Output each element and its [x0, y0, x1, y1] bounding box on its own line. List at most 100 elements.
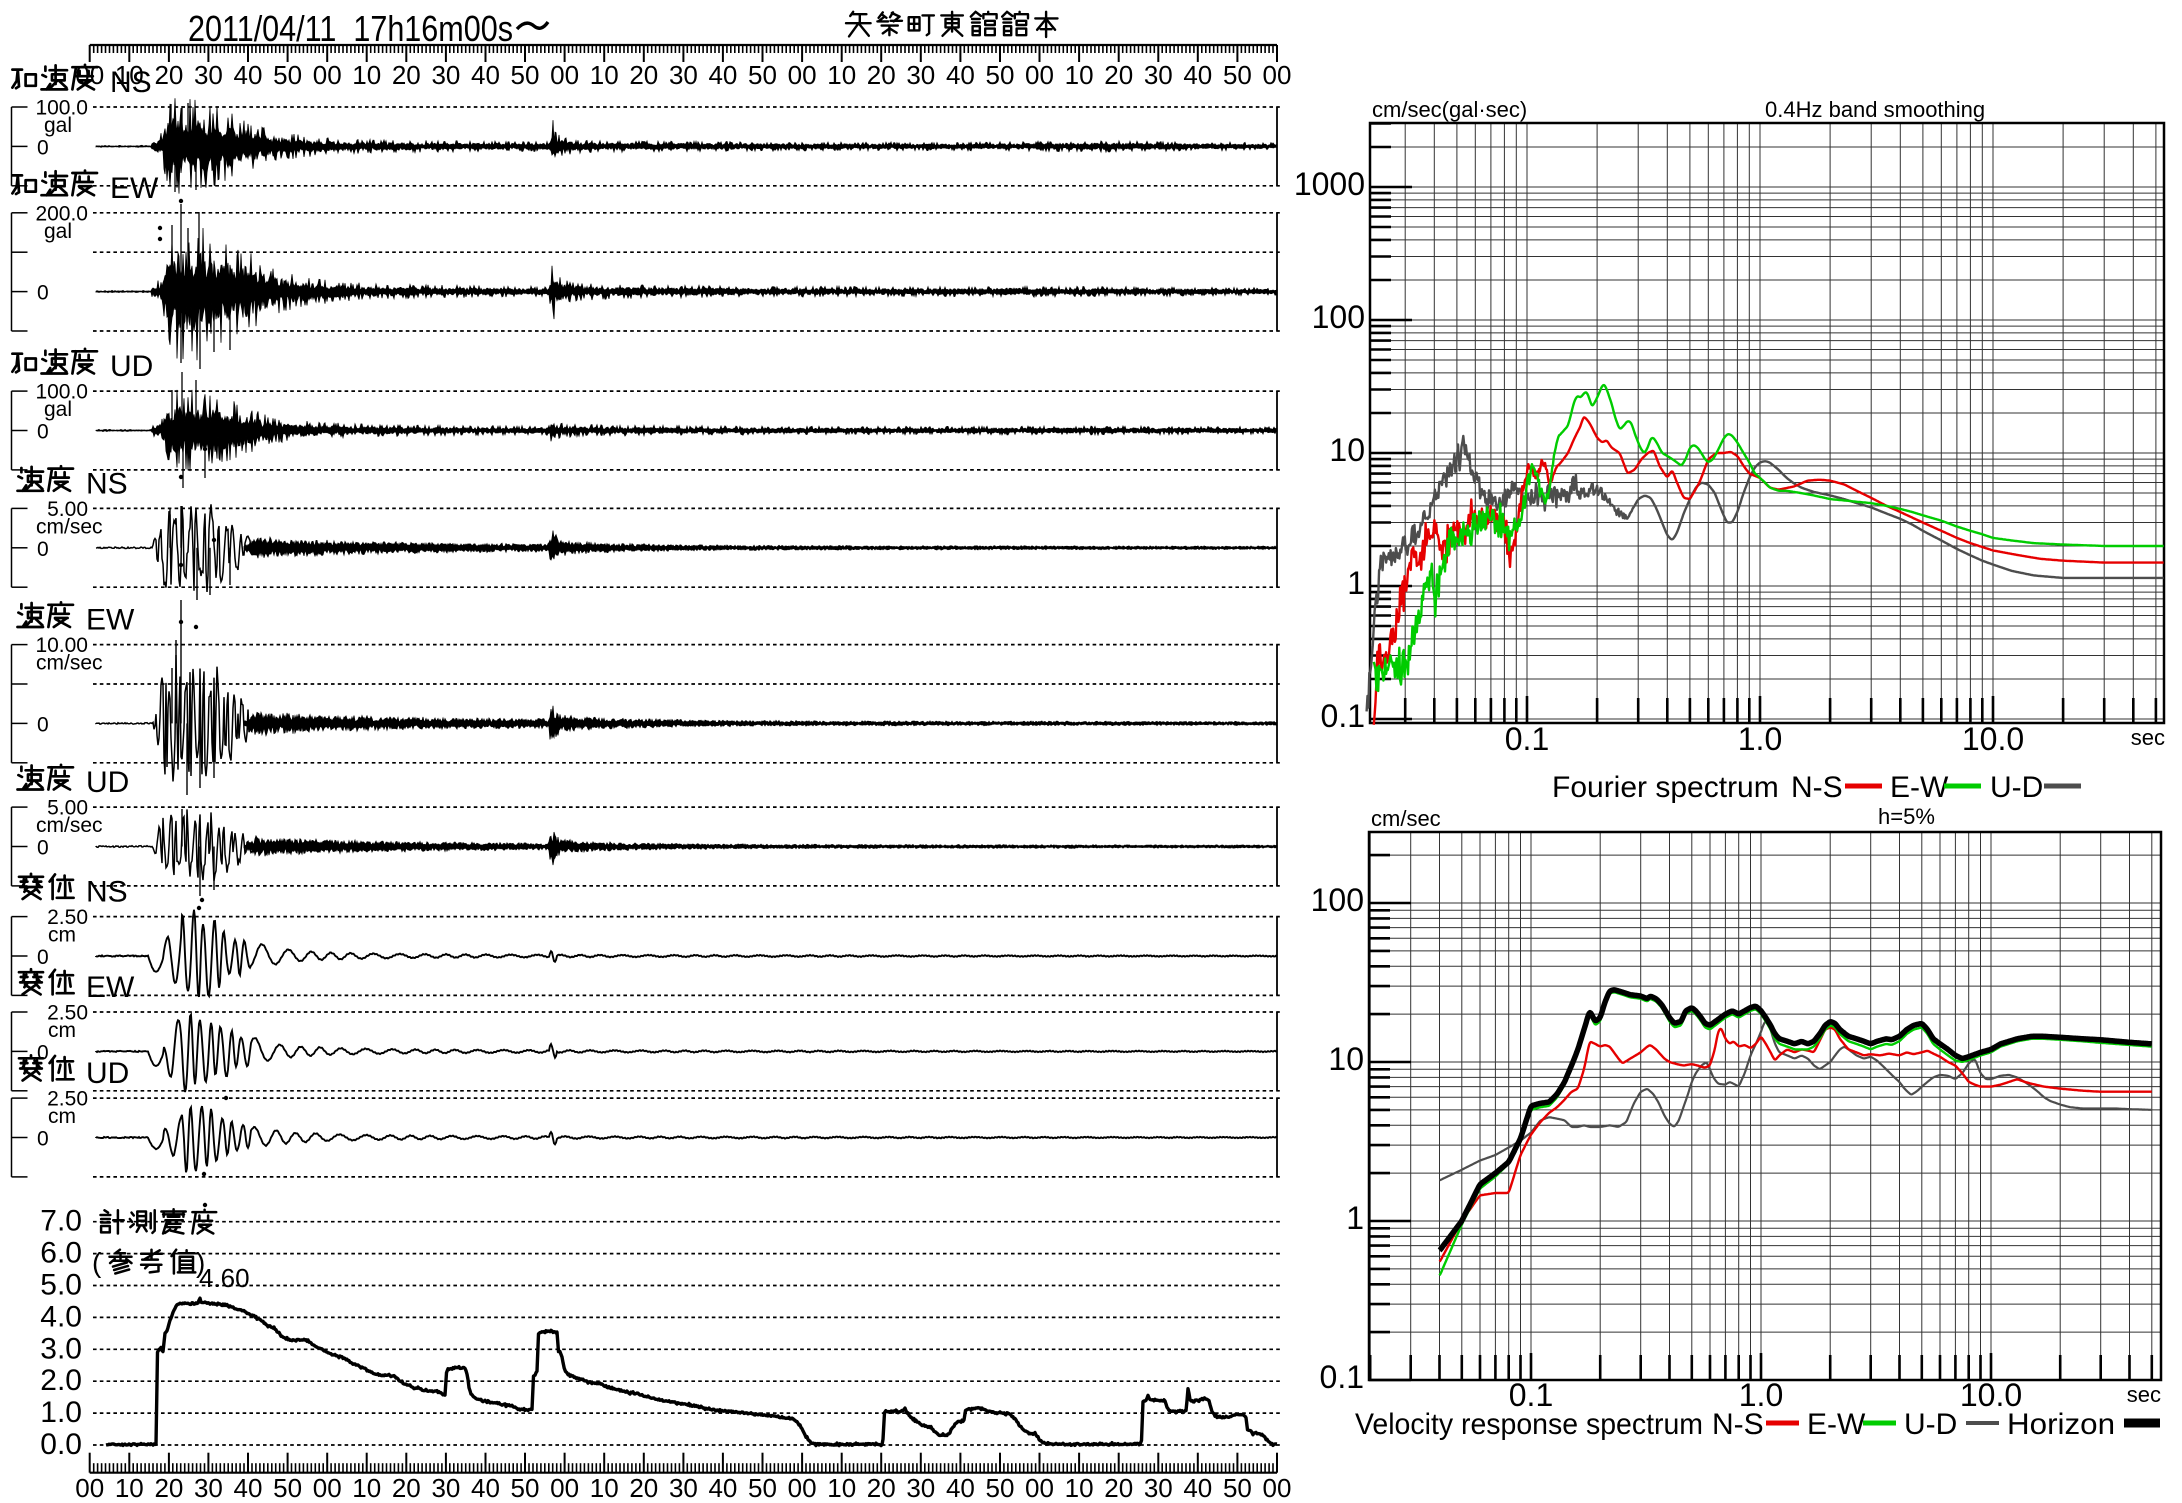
- svg-text:7.0: 7.0: [40, 1205, 82, 1238]
- svg-text:sec: sec: [2131, 725, 2165, 750]
- svg-text:20: 20: [629, 1473, 658, 1503]
- svg-text:0.0: 0.0: [40, 1428, 82, 1461]
- svg-text:0: 0: [37, 421, 49, 444]
- svg-text:U-D: U-D: [1904, 1408, 1957, 1441]
- svg-text:NS: NS: [86, 876, 128, 909]
- svg-text:20: 20: [154, 1473, 183, 1503]
- svg-text:Horizon: Horizon: [2007, 1408, 2115, 1441]
- svg-text:50: 50: [1223, 60, 1252, 90]
- svg-text:h=5%: h=5%: [1878, 804, 1935, 829]
- svg-text:10: 10: [1065, 1473, 1094, 1503]
- svg-text:50: 50: [748, 1473, 777, 1503]
- svg-text:40: 40: [708, 1473, 737, 1503]
- svg-text:0.1: 0.1: [1505, 721, 1549, 757]
- svg-text:30: 30: [669, 1473, 698, 1503]
- svg-text:2.50: 2.50: [47, 906, 88, 929]
- svg-text:00: 00: [550, 1473, 579, 1503]
- svg-text:E-W: E-W: [1807, 1408, 1866, 1441]
- svg-text:5.0: 5.0: [40, 1269, 82, 1302]
- svg-text:0: 0: [37, 713, 49, 736]
- svg-text:0: 0: [37, 538, 49, 561]
- svg-text:20: 20: [392, 60, 421, 90]
- svg-text:cm/sec: cm/sec: [1371, 806, 1441, 831]
- svg-text:Fourier spectrum: Fourier spectrum: [1552, 771, 1779, 804]
- svg-text:U-D: U-D: [1990, 771, 2043, 804]
- svg-text:10: 10: [115, 60, 144, 90]
- svg-text:0: 0: [37, 1128, 49, 1151]
- svg-text:10: 10: [590, 60, 619, 90]
- svg-text:50: 50: [511, 60, 540, 90]
- svg-text:00: 00: [313, 60, 342, 90]
- svg-text:50: 50: [273, 60, 302, 90]
- svg-text:30: 30: [431, 1473, 460, 1503]
- svg-text:4.0: 4.0: [40, 1300, 82, 1333]
- svg-text:30: 30: [194, 1473, 223, 1503]
- svg-text:100: 100: [1311, 882, 1364, 918]
- svg-text:1.0: 1.0: [40, 1396, 82, 1429]
- svg-text:cm/sec: cm/sec: [36, 814, 103, 837]
- svg-text:200.0: 200.0: [35, 202, 88, 225]
- svg-text:UD: UD: [110, 350, 153, 383]
- svg-text:10.0: 10.0: [1960, 1377, 2022, 1413]
- svg-text:00: 00: [788, 60, 817, 90]
- svg-text:20: 20: [867, 60, 896, 90]
- svg-text:10: 10: [1328, 1041, 1364, 1077]
- svg-text:20: 20: [1104, 1473, 1133, 1503]
- svg-text:EW: EW: [110, 172, 159, 205]
- svg-text:gal: gal: [44, 114, 72, 137]
- svg-text:00: 00: [1025, 60, 1054, 90]
- svg-text:00: 00: [1025, 1473, 1054, 1503]
- svg-text:40: 40: [946, 1473, 975, 1503]
- svg-text:4.60: 4.60: [199, 1263, 250, 1293]
- svg-text:gal: gal: [44, 398, 72, 421]
- svg-text:0.1: 0.1: [1321, 698, 1365, 734]
- svg-text:30: 30: [431, 60, 460, 90]
- svg-text:NS: NS: [110, 66, 152, 99]
- svg-text:cm: cm: [48, 1019, 76, 1042]
- svg-text:0.1: 0.1: [1509, 1377, 1553, 1413]
- svg-text:40: 40: [1183, 1473, 1212, 1503]
- svg-text:cm/sec: cm/sec: [36, 515, 103, 538]
- svg-text:cm/sec(gal·sec): cm/sec(gal·sec): [1372, 97, 1527, 122]
- svg-text:NS: NS: [86, 467, 128, 500]
- svg-text:10: 10: [827, 60, 856, 90]
- svg-text:1: 1: [1346, 1200, 1364, 1236]
- svg-text:0.1: 0.1: [1320, 1359, 1364, 1395]
- svg-text:10: 10: [827, 1473, 856, 1503]
- svg-text:50: 50: [986, 60, 1015, 90]
- svg-text:20: 20: [629, 60, 658, 90]
- svg-text:00: 00: [1263, 60, 1292, 90]
- svg-text:50: 50: [273, 1473, 302, 1503]
- svg-text:cm: cm: [48, 924, 76, 947]
- svg-text:20: 20: [392, 1473, 421, 1503]
- svg-text:10.0: 10.0: [1962, 721, 2024, 757]
- svg-text:0: 0: [37, 1041, 49, 1064]
- svg-text:30: 30: [906, 60, 935, 90]
- svg-text:2.0: 2.0: [40, 1364, 82, 1397]
- svg-text:00: 00: [313, 1473, 342, 1503]
- svg-text:0: 0: [37, 282, 49, 305]
- svg-text:cm/sec: cm/sec: [36, 652, 103, 675]
- svg-text:(: (: [92, 1247, 102, 1278]
- svg-text:2011/04/11 17h16m00s: 2011/04/11 17h16m00s: [188, 8, 513, 49]
- svg-text:3.0: 3.0: [40, 1332, 82, 1365]
- svg-text:5.00: 5.00: [47, 498, 88, 521]
- svg-text:00: 00: [550, 60, 579, 90]
- svg-text:N-S: N-S: [1791, 771, 1843, 804]
- svg-text:10.00: 10.00: [35, 634, 88, 657]
- svg-text:EW: EW: [86, 971, 135, 1004]
- svg-text:40: 40: [1183, 60, 1212, 90]
- svg-text:100.0: 100.0: [35, 97, 88, 120]
- svg-text:2.50: 2.50: [47, 1088, 88, 1111]
- svg-text:0: 0: [37, 136, 49, 159]
- svg-text:gal: gal: [44, 220, 72, 243]
- svg-text:UD: UD: [86, 766, 129, 799]
- svg-text:10: 10: [115, 1473, 144, 1503]
- svg-text:00: 00: [75, 1473, 104, 1503]
- svg-text:EW: EW: [86, 604, 135, 637]
- svg-text:00: 00: [788, 1473, 817, 1503]
- svg-text:30: 30: [906, 1473, 935, 1503]
- svg-text:100: 100: [1312, 299, 1365, 335]
- svg-text:): ): [196, 1247, 205, 1278]
- svg-text:5.00: 5.00: [47, 797, 88, 820]
